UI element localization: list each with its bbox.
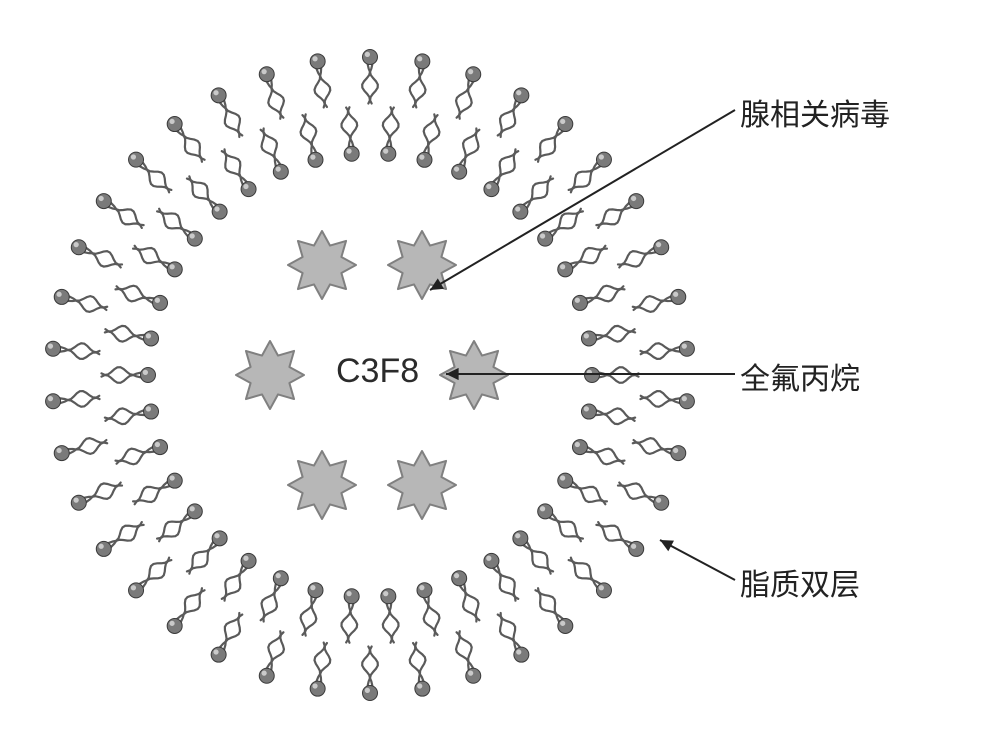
label-virus: 腺相关病毒	[740, 90, 890, 134]
virus-icon	[388, 451, 456, 519]
virus-icon	[388, 231, 456, 299]
virus-icon	[288, 231, 356, 299]
virus-icon	[288, 451, 356, 519]
label-gas: 全氟丙烷	[740, 354, 860, 398]
label-lipid: 脂质双层	[740, 560, 860, 604]
virus-icon	[236, 341, 304, 409]
core-gas-label: C3F8	[336, 352, 419, 391]
